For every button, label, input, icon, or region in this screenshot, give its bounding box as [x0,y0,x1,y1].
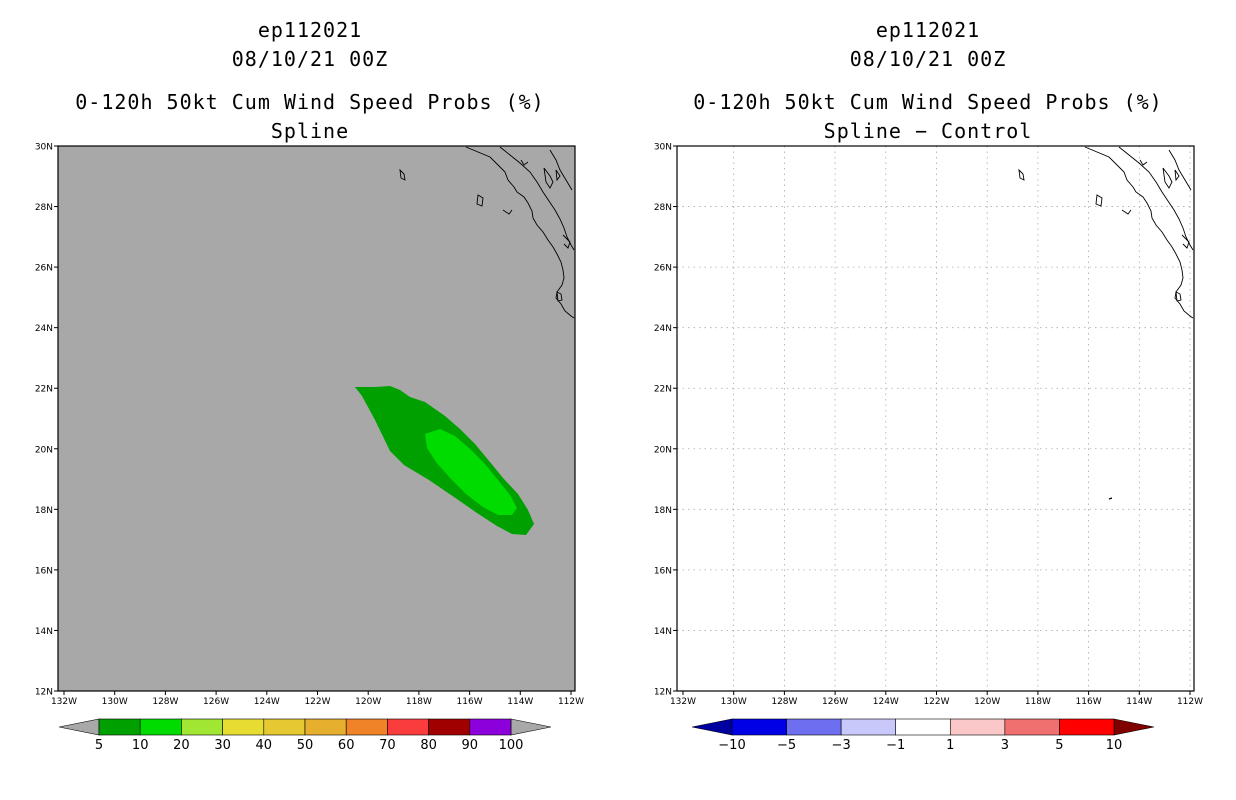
lon-label: 124W [873,697,899,707]
right-lat-ticks: 30N 28N 26N 24N 22N 20N 18N 16N 14N 12N [654,143,677,698]
lat-label: 28N [654,203,672,213]
colorbar-segment [731,718,787,736]
lon-label: 128W [152,697,178,707]
lon-label: 126W [203,697,229,707]
right-storm-id: ep112021 [875,18,981,42]
lat-label: 14N [35,627,53,637]
colorbar-label: 50 [297,738,314,753]
left-storm-id: ep112021 [257,18,363,42]
lon-label: 132W [670,697,696,707]
colorbar-segment [469,718,512,736]
colorbar-label: 80 [420,738,437,753]
lon-label: 120W [355,697,381,707]
right-colorbar: −10 −5 −3 −1 1 3 5 10 [691,718,1155,753]
lat-label: 24N [35,324,53,334]
colorbar-label: 60 [338,738,355,753]
left-map-frame [57,145,576,692]
lon-label: 128W [771,697,797,707]
colorbar-label: 10 [132,738,149,753]
right-method-title: Spline − Control [823,119,1033,143]
lat-label: 20N [35,445,53,455]
right-product-title: 0-120h 50kt Cum Wind Speed Probs (%) [693,90,1163,114]
colorbar-segment [949,718,1006,736]
lat-label: 18N [654,506,672,516]
lat-label: 30N [35,143,53,153]
left-colorbar: 5 10 20 30 40 50 60 70 80 90 100 [58,718,552,753]
lat-label: 12N [654,688,672,698]
lon-label: 122W [304,697,330,707]
colorbar-label: 3 [1001,738,1009,753]
lat-label: 24N [654,324,672,334]
left-datetime: 08/10/21 00Z [231,47,389,71]
lon-label: 120W [974,697,1000,707]
lat-label: 26N [35,264,53,274]
lat-label: 30N [654,143,672,153]
colorbar-label: 5 [95,738,103,753]
lon-label: 116W [1076,697,1102,707]
colorbar-label: −5 [777,738,796,753]
left-method-title: Spline [270,119,350,143]
colorbar-label: 70 [379,738,396,753]
lat-label: 22N [654,385,672,395]
lat-label: 18N [35,506,53,516]
right-lon-ticks: 132W 130W 128W 126W 124W 122W 120W 118W 116W 114W… [670,691,1203,707]
colorbar-label: 1 [946,738,954,753]
lon-label: 114W [1126,697,1152,707]
colorbar-label: −3 [832,738,851,753]
right-small-speck [1108,497,1113,500]
lon-label: 112W [1177,697,1203,707]
lon-label: 130W [721,697,747,707]
right-datetime: 08/10/21 00Z [849,47,1007,71]
lon-label: 114W [507,697,533,707]
lon-label: 126W [822,697,848,707]
left-prob-region-10-20 [425,429,517,515]
colorbar-end-left [691,718,733,736]
left-lat-ticks: 30N 28N 26N 24N 22N 20N 18N 16N 14N 12N [35,143,58,698]
lon-label: 124W [254,697,280,707]
colorbar-label: 5 [1055,738,1063,753]
right-map-background [677,146,1194,691]
lat-label: 16N [654,566,672,576]
colorbar-segment [1059,718,1115,736]
right-coastline [1018,146,1194,319]
lon-label: 130W [102,697,128,707]
left-lon-ticks: 132W 130W 128W 126W 124W 122W 120W 118W 116W 114W… [51,691,584,707]
lon-label: 132W [51,697,77,707]
colorbar-label: 100 [499,738,524,753]
lon-label: 118W [406,697,432,707]
colorbar-label: 90 [462,738,479,753]
lon-label: 122W [923,697,949,707]
colorbar-segment [840,718,897,736]
left-map-background [58,146,575,691]
colorbar-label: −1 [886,738,905,753]
colorbar-segment [786,718,842,736]
right-map-frame [676,145,1195,692]
colorbar-segment [1004,718,1060,736]
lon-label: 118W [1025,697,1051,707]
colorbar-end-right [1113,718,1155,736]
colorbar-label: 30 [214,738,231,753]
lat-label: 20N [654,445,672,455]
colorbar-label: 20 [173,738,190,753]
lat-label: 12N [35,688,53,698]
lat-label: 26N [654,264,672,274]
left-coastline [399,146,575,319]
left-product-title: 0-120h 50kt Cum Wind Speed Probs (%) [75,90,545,114]
colorbar-label: 10 [1106,738,1123,753]
lat-label: 16N [35,566,53,576]
colorbar-label: 40 [256,738,273,753]
colorbar-label: −10 [718,738,745,753]
right-gridlines [677,146,1194,691]
lat-label: 14N [654,627,672,637]
colorbar-segment [895,718,951,736]
lat-label: 28N [35,203,53,213]
lat-label: 22N [35,385,53,395]
lon-label: 116W [457,697,483,707]
lon-label: 112W [558,697,584,707]
